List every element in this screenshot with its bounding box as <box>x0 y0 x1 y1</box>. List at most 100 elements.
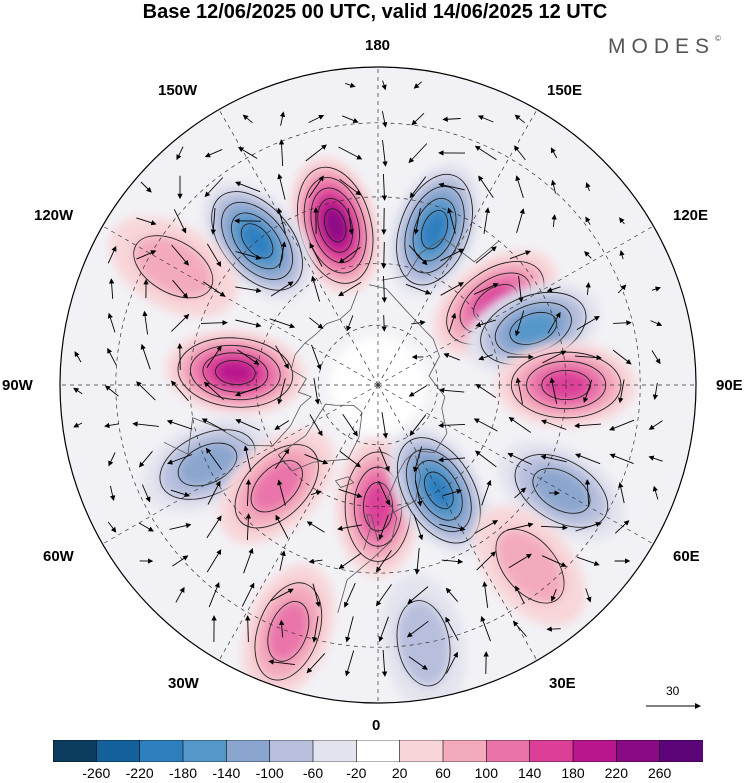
wind-arrow <box>202 281 226 297</box>
anomaly-contour <box>404 185 465 274</box>
wind-arrow <box>575 521 602 532</box>
coast-eurasia <box>337 284 448 614</box>
wind-arrow <box>413 446 423 473</box>
meridian-line <box>377 384 538 661</box>
wind-arrow <box>107 521 117 533</box>
lon-label-60e: 60E <box>673 548 700 565</box>
colorbar-swatch <box>53 740 98 762</box>
anomaly-center-14 <box>474 506 586 627</box>
wind-arrow <box>309 242 323 267</box>
wind-arrow <box>338 488 363 498</box>
wind-arrow <box>245 513 252 541</box>
wind-arrow <box>170 380 189 402</box>
colorbar-tick-label: 220 <box>604 765 628 781</box>
wind-arrow <box>73 422 83 428</box>
wind-arrow <box>142 310 149 335</box>
wind-arrow <box>136 381 156 401</box>
wind-arrow <box>408 656 428 670</box>
wind-arrow <box>381 315 387 332</box>
wind-arrow <box>204 177 224 198</box>
wind-arrow <box>381 111 388 128</box>
colorbar-tick-label: 20 <box>391 765 408 781</box>
wind-arrow <box>279 241 287 268</box>
wind-arrow <box>585 588 592 603</box>
wind-arrow <box>540 524 568 531</box>
wind-arrow <box>206 345 222 369</box>
wind-arrow <box>311 275 321 302</box>
wind-arrow <box>443 353 460 361</box>
wind-arrow <box>381 275 388 303</box>
wind-arrow <box>234 386 261 397</box>
wind-arrow <box>546 626 561 632</box>
wind-arrow <box>473 418 498 432</box>
wind-arrow <box>514 145 526 161</box>
anomaly-contour <box>396 173 473 286</box>
wind-arrow <box>205 447 222 470</box>
wind-arrow <box>138 522 154 532</box>
wind-arrow <box>277 378 286 405</box>
wind-arrow <box>445 587 458 602</box>
coast-greenland <box>277 403 363 472</box>
wind-arrow <box>414 480 423 507</box>
wind-arrow <box>208 582 220 608</box>
wind-arrow <box>651 286 661 292</box>
anomaly-center-16 <box>380 573 467 703</box>
wind-arrow <box>339 178 362 196</box>
reference-vector-value: 30 <box>666 684 680 698</box>
wind-arrow <box>549 377 558 404</box>
wind-arrow <box>210 207 217 235</box>
wind-arrow <box>584 479 591 507</box>
wind-arrow <box>475 319 496 328</box>
wind-arrow <box>308 558 323 564</box>
wind-arrow <box>407 586 429 604</box>
colorbar-swatch <box>312 740 358 762</box>
wind-arrow <box>413 514 424 541</box>
wind-arrow <box>446 651 458 674</box>
wind-arrow <box>447 207 456 234</box>
wind-arrow <box>408 385 427 397</box>
colorbar-tick-label: -260 <box>82 765 111 781</box>
wind-arrow <box>585 216 591 225</box>
anomaly-contour <box>177 337 294 408</box>
colorbar-swatch <box>659 740 703 762</box>
wind-arrow <box>235 181 261 193</box>
wind-arrow <box>346 315 354 332</box>
wind-arrow <box>345 616 354 643</box>
wind-arrow <box>274 420 290 430</box>
wind-arrow <box>483 207 490 234</box>
anomaly-contour <box>317 197 354 253</box>
wind-arrow <box>344 582 356 608</box>
wind-arrow <box>381 649 388 677</box>
wind-arrow <box>274 448 290 470</box>
wind-arrow <box>550 589 557 602</box>
colorbar-swatch <box>139 740 184 762</box>
anomaly-contour <box>323 208 347 243</box>
wind-arrow <box>438 182 465 191</box>
wind-arrow <box>74 351 82 363</box>
wind-arrow <box>516 208 525 234</box>
wind-arrow <box>413 208 421 235</box>
wind-arrow <box>345 82 356 88</box>
meridian-line <box>377 384 654 545</box>
wind-arrow <box>514 487 527 499</box>
colorbar-swatch <box>529 740 574 762</box>
wind-arrow <box>268 659 295 666</box>
parallel-line <box>189 196 567 574</box>
wind-arrow <box>311 344 322 371</box>
wind-arrow <box>515 377 523 404</box>
wind-arrow <box>141 484 151 503</box>
wind-arrow <box>540 454 567 463</box>
wind-arrow <box>375 550 392 573</box>
wind-arrow <box>438 387 465 393</box>
wind-arrow <box>381 241 387 269</box>
meridian-line <box>377 109 538 386</box>
colorbar-tick-label: -100 <box>255 765 284 781</box>
wind-arrow <box>609 419 635 431</box>
wind-arrow <box>172 555 189 567</box>
wind-arrow <box>408 245 428 266</box>
wind-arrow <box>342 413 358 437</box>
meridian-line <box>218 384 379 661</box>
wind-arrow <box>275 514 289 539</box>
wind-arrow <box>442 116 461 122</box>
